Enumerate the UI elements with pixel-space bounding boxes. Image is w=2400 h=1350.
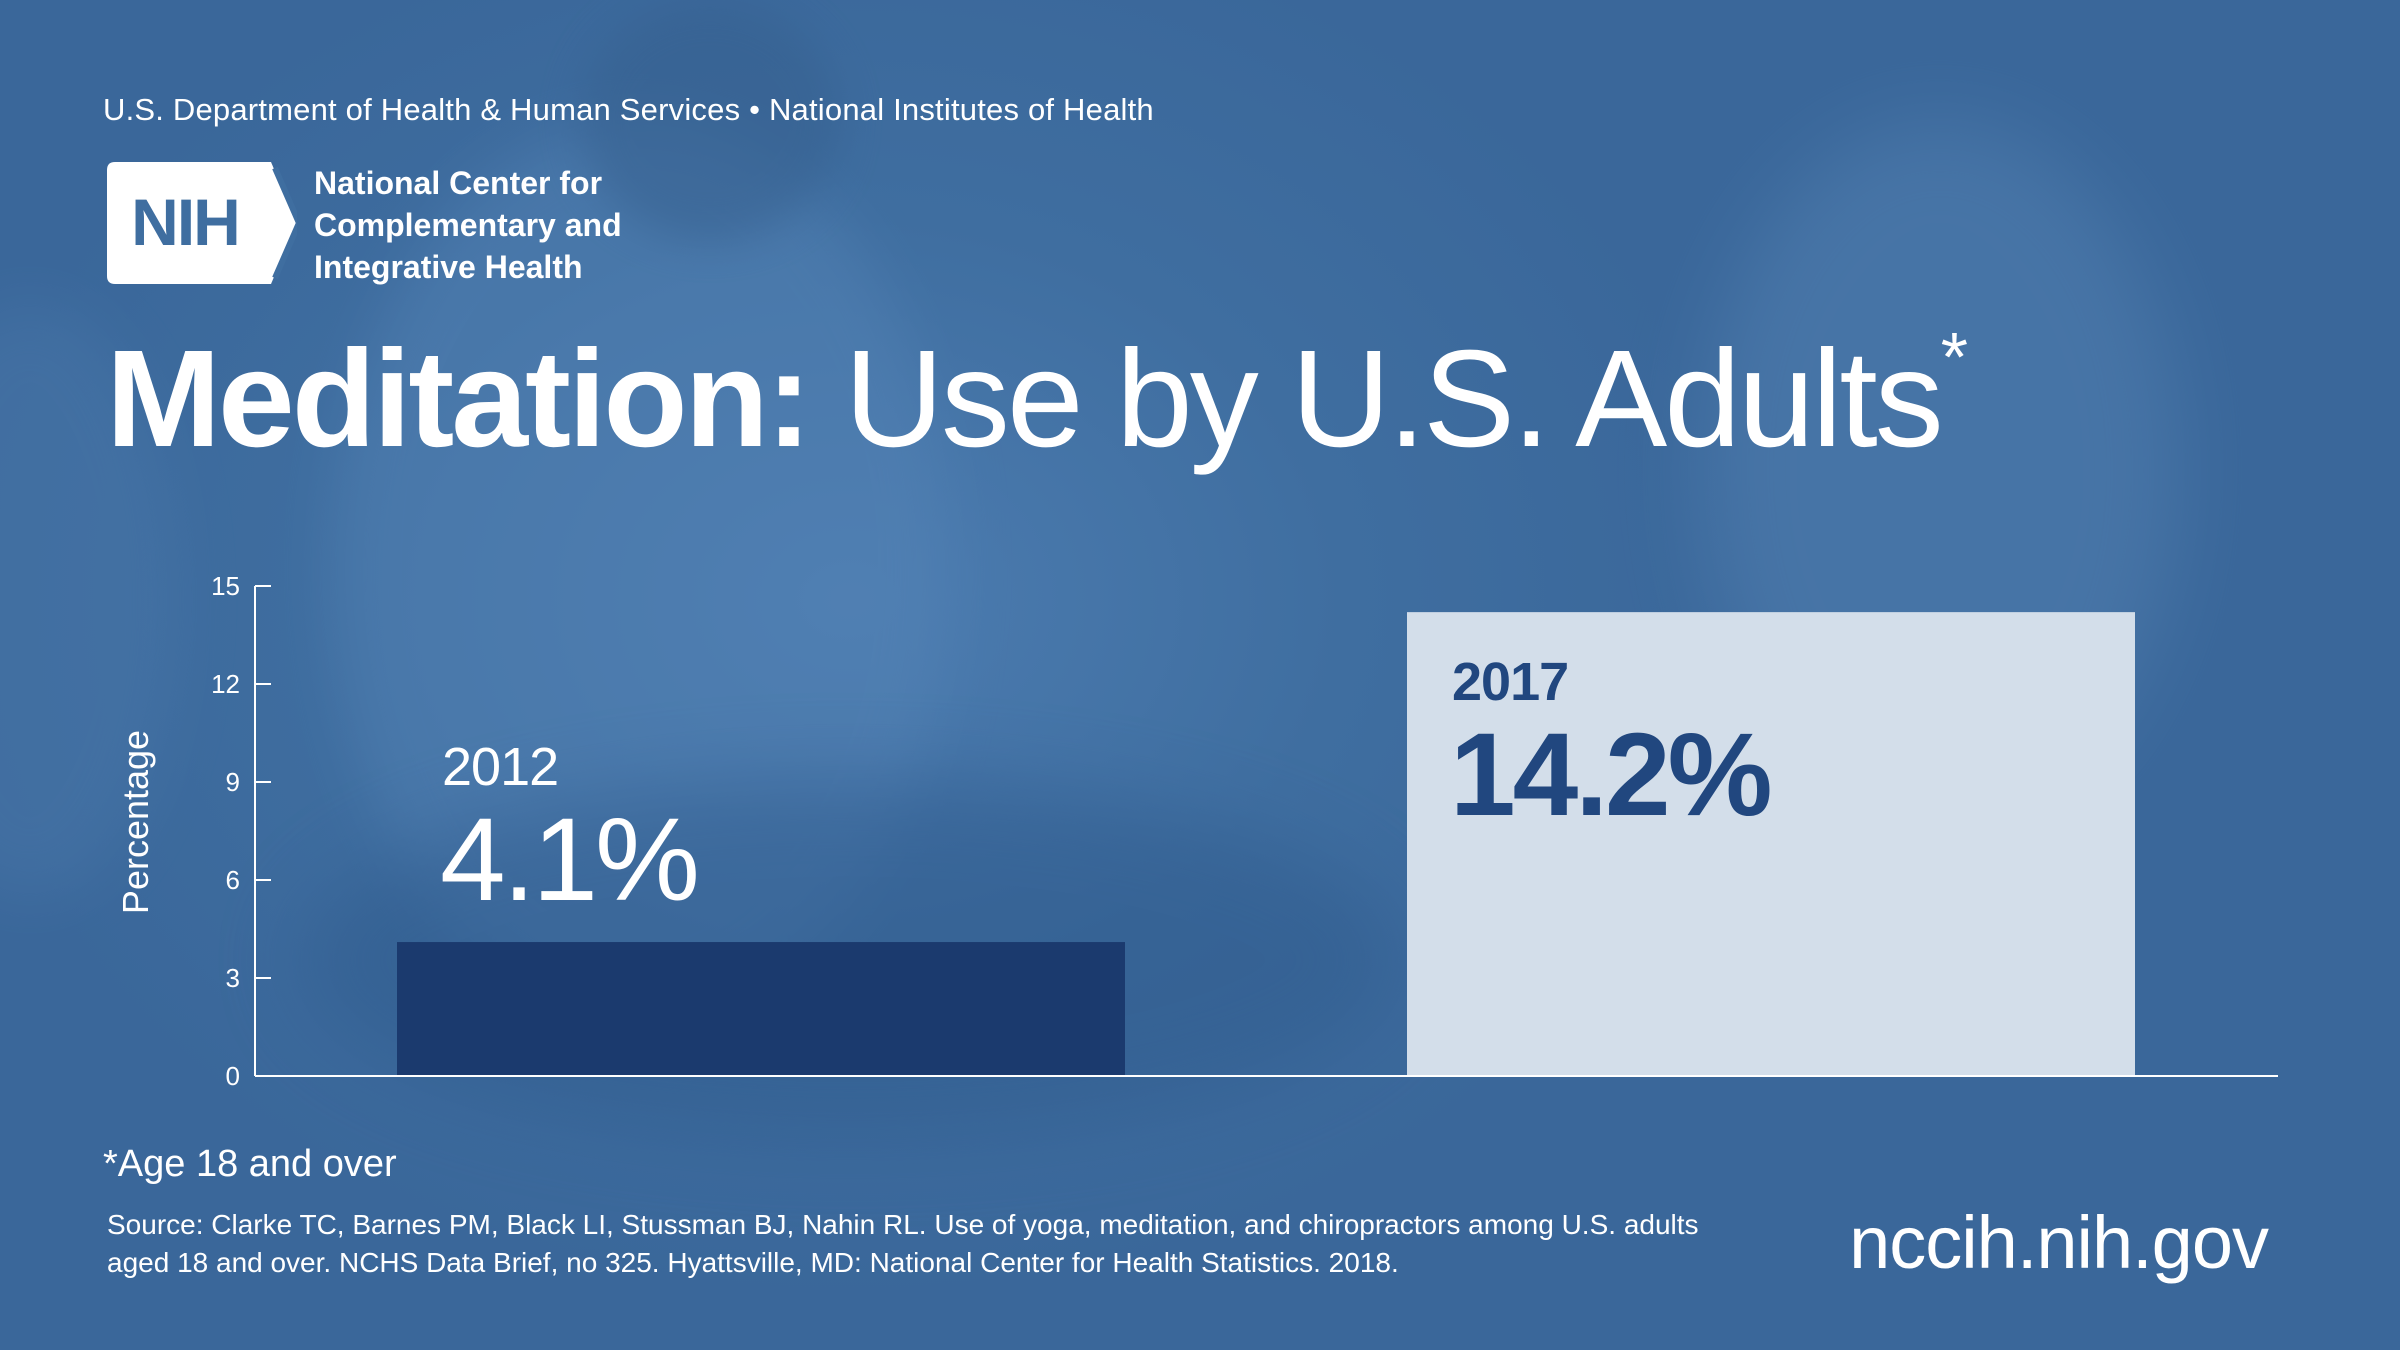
org-name-line: National Center for bbox=[314, 165, 603, 201]
website-url: nccih.nih.gov bbox=[1849, 1201, 2269, 1284]
data-label: 4.1% bbox=[440, 794, 697, 926]
org-name-line: Integrative Health bbox=[314, 249, 583, 285]
y-tick-label: 3 bbox=[226, 963, 240, 993]
category-label: 2017 bbox=[1452, 652, 1568, 712]
org-name-line: Complementary and bbox=[314, 207, 622, 243]
category-label: 2012 bbox=[442, 737, 558, 797]
bar-2012 bbox=[397, 942, 1125, 1076]
y-tick-label: 0 bbox=[226, 1061, 240, 1091]
nih-logo: NIH bbox=[107, 162, 297, 284]
agency-line: U.S. Department of Health & Human Servic… bbox=[103, 92, 1154, 127]
data-label: 14.2% bbox=[1450, 709, 1770, 841]
y-tick-label: 6 bbox=[226, 865, 240, 895]
title-bold: Meditation: bbox=[106, 322, 812, 476]
org-name: National Center for Complementary and In… bbox=[314, 162, 622, 288]
title-asterisk: * bbox=[1940, 318, 1968, 396]
y-tick-label: 15 bbox=[211, 571, 240, 601]
y-tick-label: 12 bbox=[211, 669, 240, 699]
page-title: Meditation: Use by U.S. Adults* bbox=[106, 322, 1968, 468]
title-light: Use by U.S. Adults bbox=[844, 322, 1943, 476]
bar-2017 bbox=[1407, 612, 2135, 1076]
y-tick-label: 9 bbox=[226, 767, 240, 797]
footnote: *Age 18 and over bbox=[103, 1143, 397, 1185]
nih-logo-text: NIH bbox=[131, 185, 239, 259]
source-citation: Source: Clarke TC, Barnes PM, Black LI, … bbox=[107, 1209, 1699, 1278]
y-axis-label: Percentage bbox=[115, 730, 156, 914]
